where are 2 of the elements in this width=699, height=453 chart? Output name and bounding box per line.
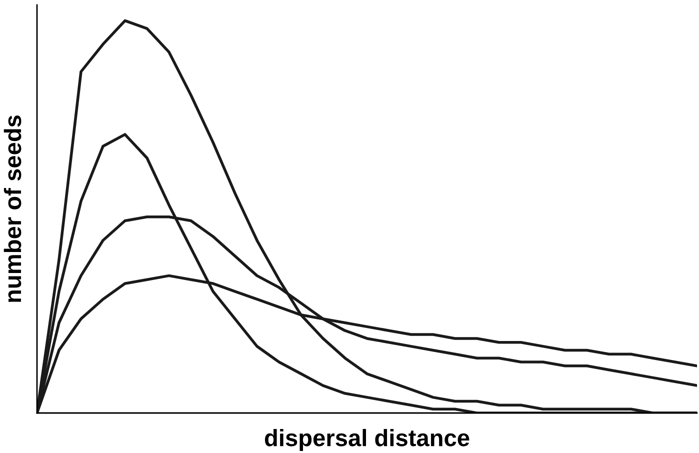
y-axis-title: number of seeds [4,115,22,302]
x-axis-title: dispersal distance [264,428,470,451]
